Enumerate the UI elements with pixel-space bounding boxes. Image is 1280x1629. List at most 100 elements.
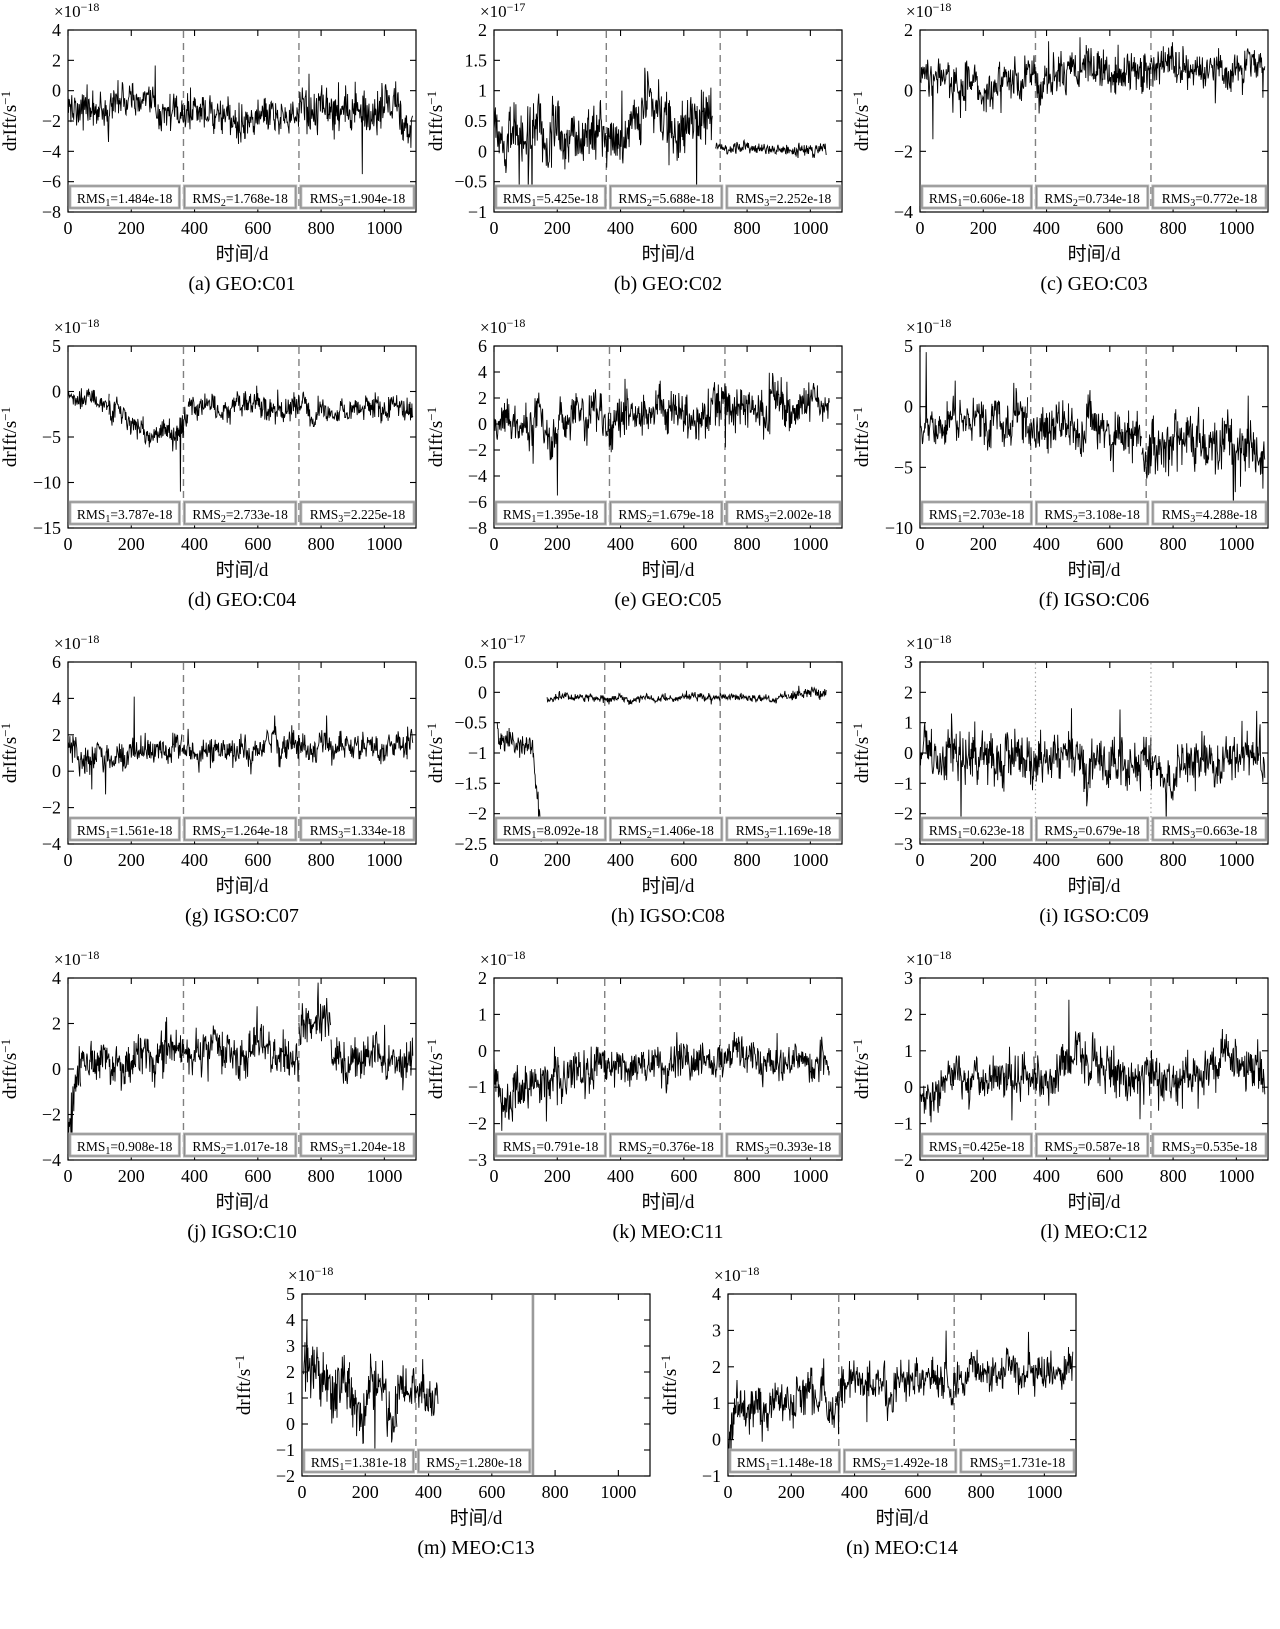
data-line: [108, 396, 176, 452]
rms-box: [609, 185, 723, 209]
x-tick-label: 200: [544, 534, 571, 554]
y-tick-label: 3: [904, 968, 913, 988]
x-tick-label: 0: [490, 850, 499, 870]
y-tick-label: −2.5: [454, 834, 487, 854]
y-tick-label: 6: [478, 336, 487, 356]
x-tick-label: 600: [244, 850, 271, 870]
y-tick-label: 1: [478, 81, 487, 101]
rms-box: [1035, 185, 1149, 209]
y-tick-label: −2: [276, 1466, 295, 1486]
x-axis-label: 时间/d: [216, 1191, 269, 1213]
subplot-l: ×10−18 0 200 400 600 800 1000 3 2 1 0 −1 −2 RMS1=0.42…: [850, 948, 1278, 1264]
data-line: [396, 1359, 439, 1417]
rms-label-1: RMS1=8.092e-18: [503, 823, 599, 841]
x-tick-label: 0: [298, 1482, 307, 1502]
y-axis-label: drIft/s−1: [0, 723, 21, 783]
rms-box: [300, 185, 415, 209]
rms-label-3: RMS3=2.252e-18: [736, 191, 832, 209]
rms-label-2: RMS2=0.587e-18: [1044, 1139, 1140, 1157]
rms-label-2: RMS2=1.264e-18: [192, 823, 288, 841]
x-tick-label: 200: [544, 1166, 571, 1186]
y-tick-label: 0: [904, 743, 913, 763]
x-tick-label: 200: [544, 850, 571, 870]
y-tick-label: 0.5: [465, 652, 488, 672]
x-tick-label: 400: [1033, 850, 1060, 870]
subplot-c: ×10−18 0 200 400 600 800 1000 2 0 −2 −4 RMS1=0.606e…: [850, 0, 1278, 316]
y-tick-label: 5: [286, 1284, 295, 1304]
rms-box: [1152, 185, 1267, 209]
y-tick-label: −6: [42, 172, 61, 192]
data-line: [493, 67, 713, 210]
subplot-title: (c) GEO:C03: [1040, 273, 1147, 295]
rms-label-2: RMS2=2.733e-18: [192, 507, 288, 525]
data-line: [67, 735, 88, 777]
rms-label-1: RMS1=1.561e-18: [77, 823, 173, 841]
y-tick-label: −2: [468, 804, 487, 824]
axis-scale-label: ×10−18: [54, 0, 99, 21]
rms-label-2: RMS2=0.679e-18: [1044, 823, 1140, 841]
rms-label-1: RMS1=1.381e-18: [311, 1455, 407, 1473]
plot-box: [493, 345, 843, 529]
rms-box: [609, 817, 723, 841]
rms-label-1: RMS1=0.791e-18: [503, 1139, 599, 1157]
y-tick-label: 1: [712, 1393, 721, 1413]
rms-box: [1152, 501, 1267, 525]
chart-row-3: ×10−18 0 200 400 600 800 1000 6 4 2 0 −2 −4 RMS1=1.56…: [0, 632, 1280, 948]
x-tick-label: 200: [118, 534, 145, 554]
rms-box: [183, 501, 297, 525]
rms-box: [495, 501, 606, 525]
y-tick-label: 2: [478, 968, 487, 988]
x-tick-label: 200: [118, 1166, 145, 1186]
subplot-title: (d) GEO:C04: [188, 589, 296, 611]
y-axis-label: drIft/s−1: [852, 1039, 873, 1099]
x-tick-label: 600: [244, 534, 271, 554]
rms-box: [1152, 817, 1267, 841]
rms-box: [1035, 817, 1149, 841]
x-tick-label: 200: [118, 218, 145, 238]
x-tick-label: 0: [916, 850, 925, 870]
rms-label-1: RMS1=0.425e-18: [929, 1139, 1025, 1157]
x-tick-label: 400: [181, 1166, 208, 1186]
data-line: [67, 65, 183, 143]
x-tick-label: 1000: [1218, 850, 1254, 870]
x-tick-label: 0: [916, 534, 925, 554]
x-axis-label: 时间/d: [876, 1507, 929, 1529]
x-tick-label: 800: [308, 218, 335, 238]
rms-label-2: RMS2=0.376e-18: [618, 1139, 714, 1157]
y-tick-label: 4: [52, 688, 61, 708]
x-axis-label: 时间/d: [216, 243, 269, 265]
x-tick-label: 1000: [1218, 1166, 1254, 1186]
x-axis-label: 时间/d: [1068, 1191, 1121, 1213]
chart-svg-e: ×10−18 0 200 400 600 800 1000 6 4 2 0 −2 −4 −6 −8 RMS1=…: [424, 316, 843, 611]
chart-row-4: ×10−18 0 200 400 600 800 1000 4 2 0 −2 −4 RMS1=0.908…: [0, 948, 1280, 1264]
x-tick-label: 600: [1096, 218, 1123, 238]
axis-scale-label: ×10−18: [906, 316, 951, 337]
x-tick-label: 1000: [1218, 218, 1254, 238]
y-tick-label: 1: [478, 1004, 487, 1024]
rms-label-1: RMS1=1.395e-18: [503, 507, 599, 525]
rms-label-1: RMS1=0.623e-18: [929, 823, 1025, 841]
y-axis-label: drIft/s−1: [234, 1355, 255, 1415]
plot-box: [919, 977, 1269, 1161]
rms-box: [495, 185, 606, 209]
y-tick-label: −2: [42, 798, 61, 818]
x-tick-label: 0: [916, 218, 925, 238]
subplot-a: ×10−18 0 200 400 600 800 1000 4 2 0 −2 −4 −6 −8 RMS1=1…: [0, 0, 426, 316]
x-tick-label: 1000: [600, 1482, 636, 1502]
y-tick-label: −4: [42, 834, 61, 854]
rms-label-3: RMS3=0.663e-18: [1162, 823, 1258, 841]
data-line: [80, 1017, 183, 1091]
rms-label-3: RMS3=1.731e-18: [970, 1455, 1066, 1473]
y-tick-label: −2: [468, 440, 487, 460]
rms-label-3: RMS3=1.169e-18: [736, 823, 832, 841]
rms-box: [921, 501, 1032, 525]
axis-scale-label: ×10−18: [714, 1264, 759, 1285]
y-tick-label: 0: [712, 1430, 721, 1450]
rms-label-3: RMS3=1.204e-18: [310, 1139, 406, 1157]
chart-svg-m: ×10−18 0 200 400 600 800 1000 5 4 3 2 1 0 −1 −2 RMS1=1.…: [232, 1264, 651, 1559]
x-axis-label: 时间/d: [450, 1507, 503, 1529]
data-line: [67, 388, 110, 413]
y-tick-label: 0: [478, 141, 487, 161]
y-tick-label: −8: [468, 518, 487, 538]
y-axis-label: drIft/s−1: [0, 1039, 21, 1099]
